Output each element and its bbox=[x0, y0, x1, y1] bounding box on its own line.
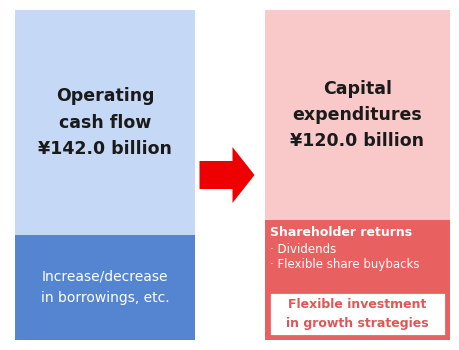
Polygon shape bbox=[199, 147, 254, 203]
Text: · Flexible share buybacks: · Flexible share buybacks bbox=[269, 258, 419, 271]
Bar bbox=[264, 220, 449, 340]
Bar bbox=[15, 235, 195, 340]
Text: Operating
cash flow
¥142.0 billion: Operating cash flow ¥142.0 billion bbox=[38, 87, 172, 158]
Text: Increase/decrease
in borrowings, etc.: Increase/decrease in borrowings, etc. bbox=[40, 270, 169, 305]
Bar bbox=[264, 10, 449, 220]
Text: · Dividends: · Dividends bbox=[269, 243, 336, 256]
Text: Flexible investment
in growth strategies: Flexible investment in growth strategies bbox=[285, 299, 428, 329]
Bar bbox=[269, 292, 445, 336]
Bar bbox=[15, 10, 195, 235]
Text: Shareholder returns: Shareholder returns bbox=[269, 226, 411, 239]
Text: Capital
expenditures
¥120.0 billion: Capital expenditures ¥120.0 billion bbox=[290, 79, 424, 150]
